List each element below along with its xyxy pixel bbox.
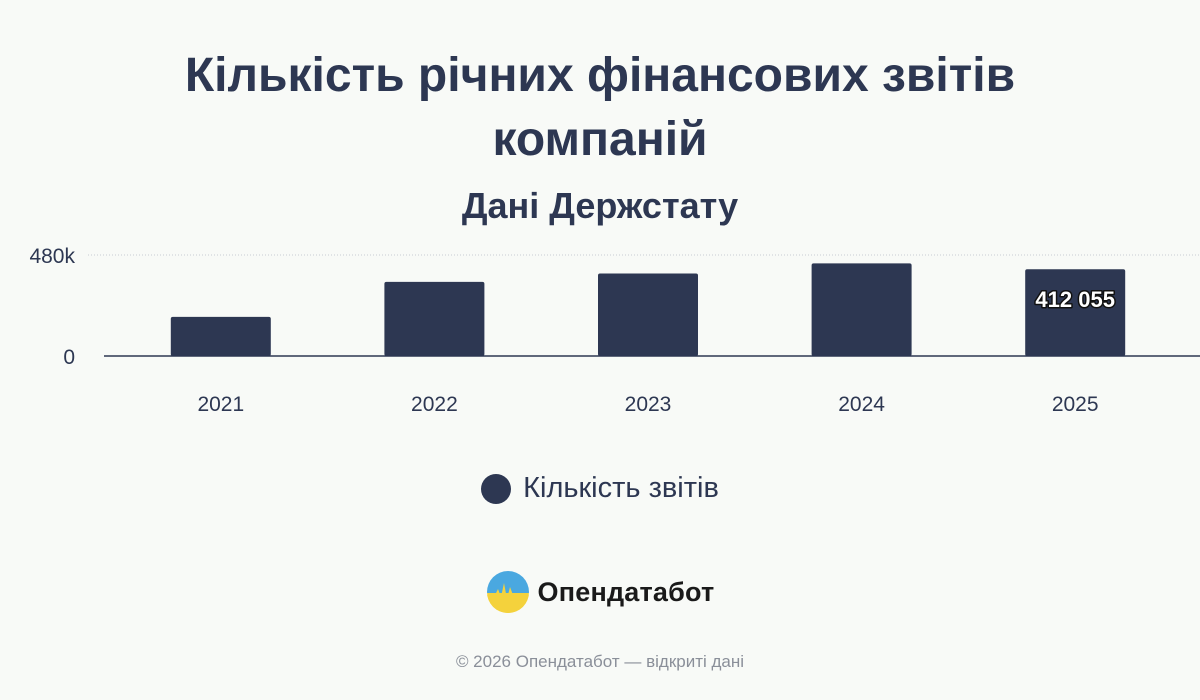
bar-2024[interactable] — [811, 263, 912, 356]
y-tick-label: 480k — [29, 245, 75, 268]
chart-legend[interactable]: Кількість звітів — [0, 472, 1200, 505]
y-tick-label: 0 — [63, 346, 75, 369]
x-tick-label: 2022 — [411, 393, 458, 416]
bar-2023[interactable] — [598, 273, 698, 356]
data-label: 412 055 — [1035, 287, 1115, 312]
chart-subtitle: Дані Держстату — [461, 185, 739, 226]
x-tick-label: 2024 — [838, 393, 885, 416]
footer-copyright: © 2026 Опендатабот — відкриті дані — [455, 652, 745, 671]
bar-2025[interactable] — [1025, 269, 1126, 356]
opendatabot-logo-icon — [486, 571, 529, 613]
bar-2022[interactable] — [384, 281, 485, 356]
legend-swatch — [481, 473, 512, 504]
bar-2021[interactable] — [170, 316, 271, 356]
legend-label: Кількість звітів — [523, 472, 719, 504]
brand-name: Опендатабот — [537, 576, 715, 607]
x-tick-label: 2025 — [1052, 393, 1099, 416]
x-tick-label: 2023 — [625, 393, 672, 416]
brand: Опендатабот — [0, 570, 1200, 614]
chart-title: Кількість річних фінансових звітів компа… — [184, 49, 1016, 166]
x-tick-label: 2021 — [197, 393, 244, 416]
